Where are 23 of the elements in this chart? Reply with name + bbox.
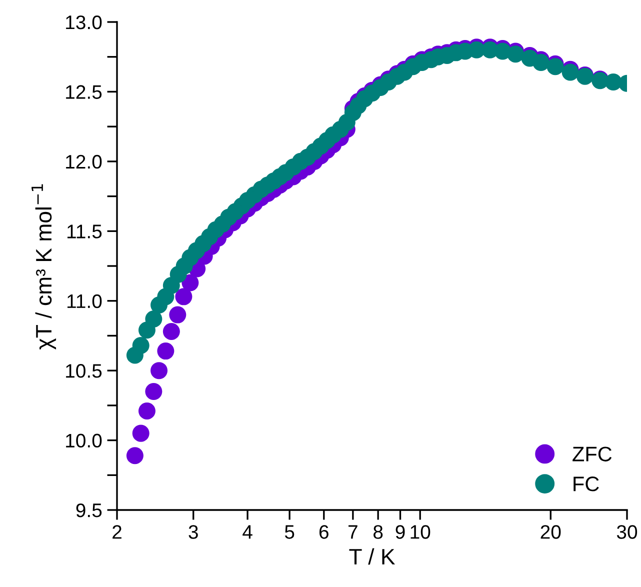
y-axis-title: χT / cm³ K mol$^{−1}$	[32, 184, 56, 350]
y-tick-label: 12.5	[66, 85, 102, 99]
y-tick-label: 11.5	[67, 224, 102, 238]
y-tick-label: 13.0	[66, 15, 102, 30]
y-tick-label: 11.0	[67, 294, 102, 308]
x-tick-label: 5	[284, 525, 294, 539]
x-axis-title: T / K	[349, 548, 396, 565]
x-tick-label: 6	[319, 525, 328, 539]
x-tick-label: 7	[348, 525, 358, 539]
legend-label: FC	[574, 476, 599, 492]
x-tick-label: 3	[188, 525, 198, 539]
x-tick-label: 20	[540, 525, 561, 539]
y-tick-label: 12.0	[66, 154, 102, 169]
x-tick-label: 2	[112, 525, 122, 539]
x-tick-label: 10	[410, 525, 430, 539]
x-tick-label: 8	[374, 525, 383, 539]
x-tick-label: 9	[396, 525, 405, 539]
y-tick-label: 10.5	[66, 364, 102, 378]
x-tick-label: 4	[242, 525, 252, 539]
x-tick-label: 30	[616, 525, 638, 539]
legend-label: ZFC	[572, 446, 612, 462]
y-tick-label: 10.0	[66, 434, 102, 448]
y-tick-label: 9.5	[76, 503, 102, 518]
